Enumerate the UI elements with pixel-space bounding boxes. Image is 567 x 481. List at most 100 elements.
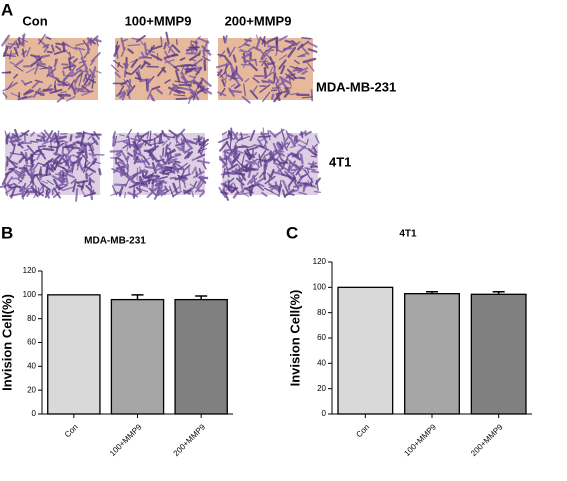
cell: [70, 135, 71, 140]
cell: [242, 64, 253, 65]
cell: [295, 186, 301, 187]
cell: [312, 90, 313, 101]
y-tick-label: 40: [27, 361, 36, 370]
cell: [274, 73, 275, 81]
cell: [66, 177, 67, 183]
cell: [174, 164, 175, 173]
y-tick-label: 40: [317, 358, 326, 367]
cell: [272, 95, 273, 99]
cell: [312, 171, 318, 172]
cell: [38, 146, 45, 147]
cell: [300, 78, 304, 79]
cell: [179, 183, 180, 190]
cell: [204, 59, 205, 64]
cell: [302, 38, 311, 39]
cell: [140, 57, 147, 58]
micrograph: [1, 130, 104, 201]
cell: [298, 183, 308, 184]
cell: [312, 163, 316, 164]
cell: [31, 141, 37, 142]
cell: [191, 42, 192, 51]
cell: [203, 138, 204, 146]
y-tick-label: 0: [32, 409, 37, 418]
cell: [276, 182, 277, 189]
cell: [266, 50, 273, 51]
y-tick-label: 0: [322, 409, 327, 418]
cell: [58, 131, 59, 136]
cell: [154, 139, 155, 147]
cell: [228, 181, 229, 191]
cell: [295, 136, 296, 141]
cell: [129, 80, 130, 91]
cell: [230, 91, 241, 92]
cell: [48, 52, 52, 53]
cell: [289, 185, 290, 189]
row-label: 4T1: [329, 154, 351, 169]
cell: [199, 136, 200, 144]
cell: [143, 172, 144, 177]
cell: [7, 136, 8, 144]
cell: [125, 192, 126, 197]
cell: [176, 40, 177, 45]
cell: [63, 71, 64, 75]
cell: [17, 43, 18, 47]
cell: [62, 64, 67, 65]
cell: [264, 174, 265, 179]
cell: [124, 64, 128, 65]
cell: [171, 178, 176, 179]
y-tick-label: 80: [317, 308, 326, 317]
column-label: Con: [22, 13, 47, 28]
cell: [161, 37, 162, 45]
cell: [9, 187, 21, 188]
cell: [56, 44, 65, 45]
cell: [118, 63, 119, 67]
cell: [63, 171, 64, 175]
x-tick-label: 100+MMP9: [402, 422, 438, 458]
cell: [113, 136, 114, 146]
y-tick-label: 100: [23, 290, 37, 299]
y-tick-label: 80: [27, 314, 36, 323]
panel-label: B: [1, 223, 13, 242]
cell: [23, 49, 24, 56]
cell: [301, 155, 302, 164]
column-label: 100+MMP9: [125, 13, 192, 28]
y-axis-label: Invision Cell(%): [0, 294, 14, 391]
cell: [259, 136, 271, 137]
x-tick-label: 200+MMP9: [172, 422, 208, 458]
cell: [76, 88, 83, 89]
micrograph: [2, 34, 101, 101]
cell: [284, 48, 291, 49]
y-axis-label: Invision Cell(%): [287, 290, 302, 387]
chart-title: MDA-MB-231: [84, 236, 146, 247]
column-label: 200+MMP9: [225, 13, 292, 28]
micrograph: [219, 128, 320, 200]
x-tick-label: Con: [63, 423, 80, 440]
cell: [126, 73, 132, 74]
cell: [145, 43, 146, 54]
cell: [85, 146, 87, 157]
cell: [39, 63, 45, 64]
cell: [311, 166, 317, 167]
cell: [245, 44, 249, 45]
y-tick-label: 20: [317, 384, 326, 393]
cell: [163, 148, 164, 156]
bar: [338, 287, 393, 414]
cell: [266, 145, 267, 149]
y-tick-label: 60: [27, 338, 36, 347]
cell: [236, 173, 244, 174]
micrograph: [217, 35, 317, 102]
cell: [146, 167, 153, 168]
cell: [49, 147, 57, 148]
chart-title: 4T1: [399, 229, 417, 240]
bar: [471, 294, 526, 414]
row-label: MDA-MB-231: [316, 79, 396, 94]
y-tick-label: 120: [23, 266, 37, 275]
y-tick-label: 100: [313, 282, 327, 291]
x-tick-label: 200+MMP9: [469, 422, 505, 458]
panel-label: C: [286, 223, 298, 242]
cell: [19, 38, 20, 45]
cell: [289, 134, 293, 136]
cell: [115, 185, 126, 186]
cell: [163, 170, 168, 171]
